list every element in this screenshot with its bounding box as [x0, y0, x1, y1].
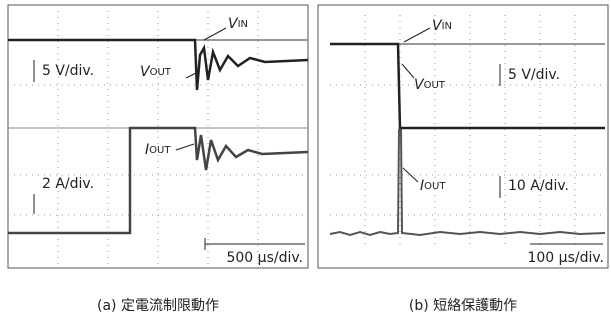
- label-sub: OUT: [424, 80, 446, 91]
- current-scale: 2 A/div.: [42, 176, 94, 192]
- voltage-scale: 5 V/div.: [508, 67, 560, 83]
- label-sub: IN: [442, 21, 452, 32]
- iout-label: IOUT: [420, 178, 446, 194]
- scope-figure: VIN VOUT IOUT 5 V/div. 2 A/div. 500 μs/d…: [0, 0, 611, 325]
- vin-label: VIN: [228, 16, 248, 32]
- panel-frame: [8, 5, 308, 268]
- label-sub: OUT: [424, 181, 446, 192]
- panel-b: VIN VOUT IOUT 5 V/div. 10 A/div. 100 μs/…: [318, 5, 608, 268]
- vout-label: VOUT: [140, 64, 172, 80]
- voltage-scale: 5 V/div.: [42, 63, 94, 79]
- label-sub: OUT: [149, 145, 171, 156]
- label-sub: OUT: [150, 67, 172, 78]
- caption: (a) 定電流制限動作: [97, 298, 219, 314]
- time-scale: 500 μs/div.: [226, 250, 303, 266]
- label-sub: IN: [238, 19, 248, 30]
- current-scale: 10 A/div.: [508, 178, 569, 194]
- panel-a: VIN VOUT IOUT 5 V/div. 2 A/div. 500 μs/d…: [8, 5, 308, 268]
- caption: (b) 短絡保護動作: [409, 298, 517, 314]
- vout-label: VOUT: [414, 77, 446, 93]
- iout-label: IOUT: [145, 142, 171, 158]
- time-scale: 100 μs/div.: [527, 250, 604, 266]
- vin-label: VIN: [432, 18, 452, 34]
